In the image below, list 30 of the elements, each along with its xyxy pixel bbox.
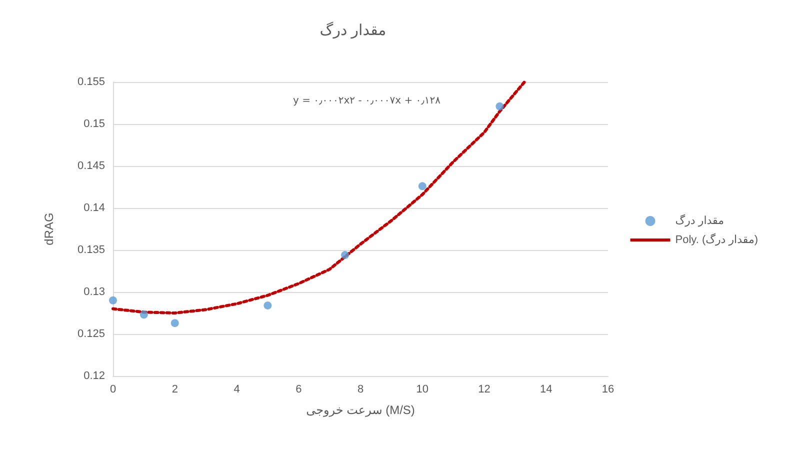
y-axis-title: dRAG <box>42 212 56 246</box>
x-tick-label: 14 <box>540 384 552 396</box>
x-tick-label: 8 <box>357 384 364 396</box>
y-tick-label: 0.155 <box>77 76 105 88</box>
y-tick-label: 0.135 <box>77 244 105 256</box>
legend-label: Poly. (مقدار درگ) <box>675 233 758 246</box>
y-tick-label: 0.14 <box>84 202 105 214</box>
point <box>341 251 350 260</box>
legend-label: مقدار درگ <box>675 214 724 227</box>
point <box>418 182 426 190</box>
point <box>264 301 272 310</box>
point <box>496 102 504 110</box>
point <box>140 310 148 319</box>
x-tick-label: 0 <box>110 384 116 396</box>
x-tick-label: 12 <box>478 384 490 396</box>
x-axis-title: سرعت خروجی (M/S) <box>306 403 415 417</box>
chart-title: مقدار درگ <box>320 21 386 39</box>
x-tick-label: 16 <box>602 384 614 396</box>
x-tick-label: 2 <box>172 384 178 396</box>
y-tick-label: 0.13 <box>84 286 105 298</box>
x-tick-label: 4 <box>234 384 240 396</box>
point <box>170 319 179 328</box>
y-tick-label: 0.145 <box>77 160 105 172</box>
x-tick-label: 6 <box>296 384 302 396</box>
annotation: y = ۰٫۰۰۰۲x۲ - ۰٫۰۰۰۷x + ۰٫۱۲۸ <box>293 96 442 106</box>
point <box>109 296 117 304</box>
x-tick-label: 10 <box>416 384 428 396</box>
y-tick-label: 0.15 <box>84 118 105 130</box>
y-tick-label: 0.125 <box>77 328 105 340</box>
y-tick-label: 0.12 <box>84 370 105 382</box>
